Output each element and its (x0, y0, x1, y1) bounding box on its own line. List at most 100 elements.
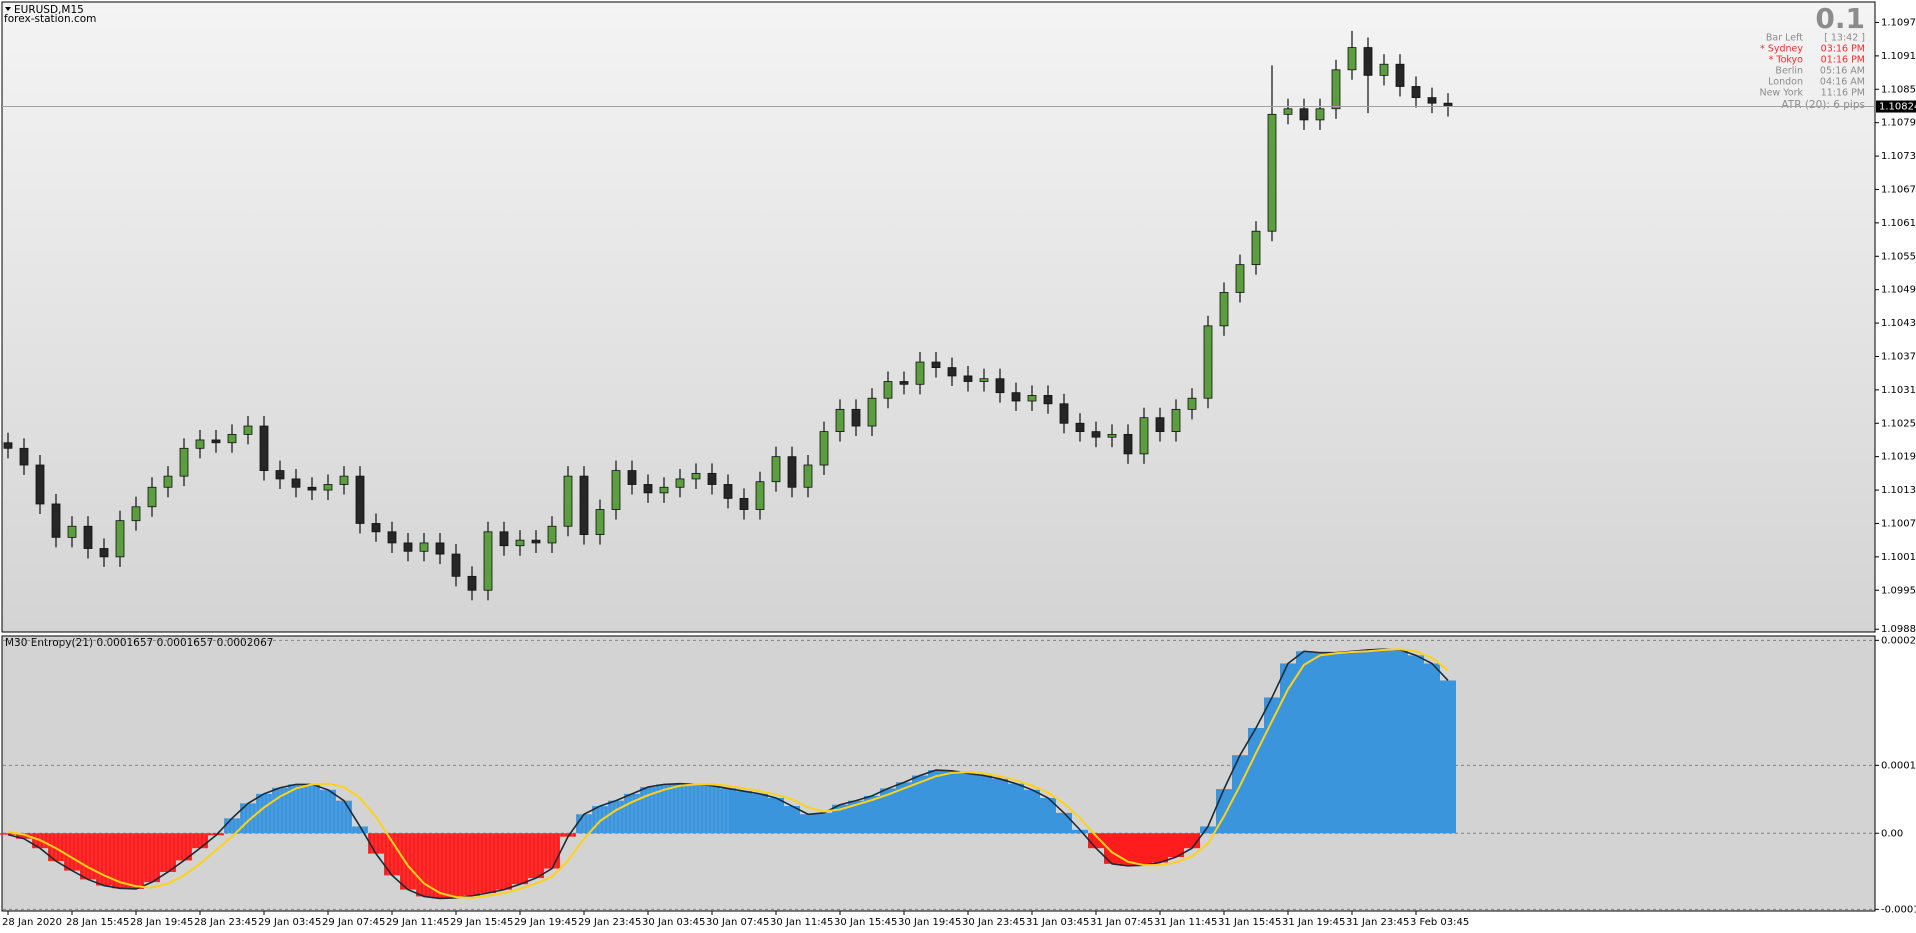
info-label: * Tokyo (1769, 55, 1804, 66)
histogram-bar (640, 787, 656, 834)
histogram-bar (720, 788, 736, 834)
info-label: Bar Left (1766, 33, 1803, 44)
candle-body (867, 397, 877, 427)
candle-body (563, 475, 573, 527)
histogram-bar (880, 788, 896, 834)
info-label: * Sydney (1760, 44, 1803, 55)
histogram-bar (1376, 649, 1392, 834)
x-tick-label: 30 Jan 15:45 (834, 917, 897, 928)
x-tick-label: 29 Jan 23:45 (578, 917, 641, 928)
x-tick-label: 29 Jan 07:45 (322, 917, 385, 928)
candle-body (1027, 395, 1037, 402)
candle-body (99, 548, 109, 558)
histogram-bar (1072, 829, 1088, 834)
info-value: 05:16 AM (1820, 66, 1865, 77)
histogram-bar (112, 833, 128, 889)
histogram-bar (16, 833, 32, 839)
x-tick-label: 31 Jan 15:45 (1218, 917, 1281, 928)
x-tick-label: 3 Feb 03:45 (1410, 917, 1469, 928)
x-tick-label: 28 Jan 2020 (2, 917, 62, 928)
candle-body (803, 464, 813, 488)
candle-body (1203, 325, 1213, 399)
histogram-bar (944, 770, 960, 834)
info-value: 11:16 PM (1821, 88, 1865, 99)
candle-body (131, 506, 141, 522)
histogram-bar (1232, 755, 1248, 834)
y-tick-label: 1.10255 (1881, 418, 1916, 429)
candle-body (739, 498, 749, 510)
last-price-label: 1.10824 (1879, 102, 1916, 113)
histogram-bar (912, 775, 928, 834)
x-tick-label: 30 Jan 11:45 (770, 917, 833, 928)
candle-body (595, 509, 605, 535)
candle-body (579, 475, 589, 535)
histogram-bar (992, 778, 1008, 834)
histogram-bar (1008, 783, 1024, 834)
candle-body (499, 531, 509, 547)
candle-body (1283, 108, 1293, 115)
candle-body (1059, 403, 1069, 424)
histogram-bar (480, 833, 496, 894)
symbol-menu-arrow[interactable] (5, 7, 11, 11)
candle-body (1331, 69, 1341, 110)
y-tick-label: 1.10195 (1881, 452, 1916, 463)
candle-body (483, 531, 493, 591)
histogram-bar (160, 833, 176, 872)
candle-body (3, 442, 13, 449)
candle-body (515, 539, 525, 547)
histogram-bar (464, 833, 480, 896)
candle-body (1123, 433, 1133, 455)
y-tick-label: 1.10795 (1881, 118, 1916, 129)
candle-body (915, 361, 925, 385)
candle-body (755, 481, 765, 510)
candle-body (1395, 63, 1405, 87)
y-tick-label: 1.10075 (1881, 518, 1916, 529)
y-tick-label: 1.10375 (1881, 351, 1916, 362)
price-panel[interactable] (1, 1, 1876, 633)
histogram-bar (1056, 812, 1072, 834)
y-tick-label: 1.10135 (1881, 485, 1916, 496)
histogram-bar (848, 800, 864, 834)
candle-body (787, 456, 797, 488)
candle-body (1315, 108, 1325, 121)
y-tick-label: -0.000112 (1881, 904, 1916, 915)
candle-body (67, 525, 77, 538)
histogram-bar (384, 833, 400, 876)
indicator-title: M30 Entropy(21) 0.0001657 0.0001657 0.00… (5, 637, 273, 649)
y-tick-label: 1.10975 (1881, 17, 1916, 28)
x-tick-label: 29 Jan 11:45 (386, 917, 449, 928)
histogram-bar (1040, 797, 1056, 834)
histogram-bar (816, 812, 832, 834)
x-tick-label: 29 Jan 19:45 (514, 917, 577, 928)
histogram-bar (400, 833, 416, 890)
candle-body (979, 378, 989, 382)
y-tick-label: 1.10615 (1881, 218, 1916, 229)
histogram-bar (1408, 655, 1424, 834)
candle-body (771, 456, 781, 483)
candle-body (243, 425, 253, 435)
candle-body (115, 520, 125, 558)
y-tick-label: 0.00 (1881, 828, 1903, 839)
histogram-bar (1120, 833, 1136, 866)
histogram-bar (1024, 789, 1040, 834)
histogram-bar (1424, 663, 1440, 834)
x-tick-label: 30 Jan 03:45 (642, 917, 705, 928)
candle-body (323, 484, 333, 491)
histogram-bar (752, 793, 768, 834)
histogram-bar (416, 833, 432, 897)
histogram-bar (1152, 833, 1168, 863)
candle-body (1235, 264, 1245, 293)
histogram-bar (64, 833, 80, 871)
x-tick-label: 28 Jan 15:45 (66, 917, 129, 928)
y-tick-label: 1.10915 (1881, 51, 1916, 62)
histogram-bar (656, 784, 672, 834)
histogram-bar (1296, 651, 1312, 834)
candle-body (307, 486, 317, 491)
histogram-bar (1360, 649, 1376, 834)
candle-body (1171, 408, 1181, 433)
candle-body (1299, 108, 1309, 121)
y-tick-label: 1.09885 (1881, 624, 1916, 635)
candle-body (227, 433, 237, 444)
histogram-bar (496, 833, 512, 890)
